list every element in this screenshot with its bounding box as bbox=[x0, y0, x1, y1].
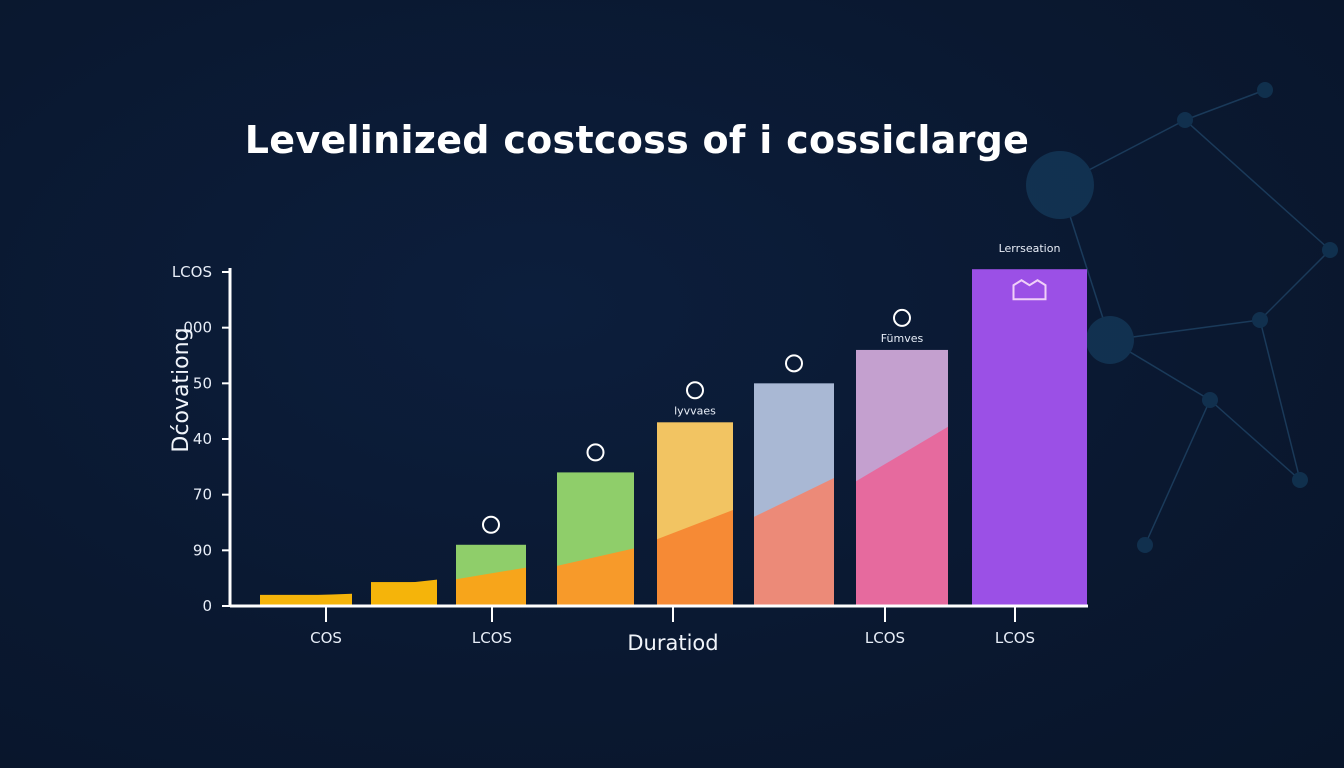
bar-lower-segment bbox=[557, 548, 634, 606]
x-tick-label: LCOS bbox=[472, 629, 512, 647]
bar-lower-segment bbox=[856, 426, 948, 606]
network-node bbox=[1257, 82, 1273, 98]
bar-top-slope bbox=[371, 579, 437, 606]
icon-shape bbox=[893, 308, 911, 327]
network-link bbox=[1259, 249, 1331, 321]
network-link bbox=[1144, 399, 1211, 546]
icon-shape bbox=[586, 443, 605, 462]
magnifier-icon bbox=[686, 381, 704, 400]
network-node bbox=[1086, 316, 1134, 364]
building-icon bbox=[1012, 279, 1047, 301]
gear-icon bbox=[893, 308, 911, 327]
bar bbox=[972, 269, 1087, 606]
globe-icon bbox=[482, 515, 500, 534]
network-link bbox=[1184, 89, 1266, 121]
y-tick-label: LCOS bbox=[172, 263, 212, 281]
network-node bbox=[1137, 537, 1153, 553]
icon-shape bbox=[482, 515, 500, 534]
bar-annotation: lyvvaes bbox=[674, 404, 716, 417]
network-link bbox=[1184, 119, 1331, 251]
antenna-icon bbox=[785, 354, 803, 373]
y-tick-label: 50 bbox=[193, 374, 212, 392]
x-tick-label: LCOS bbox=[995, 629, 1035, 647]
y-tick-label: 0 bbox=[202, 597, 212, 615]
chart-title: Levelinized costcoss of i cossiclarge bbox=[244, 118, 1030, 162]
network-node bbox=[1202, 392, 1218, 408]
building-shape bbox=[1012, 279, 1047, 301]
y-axis-label: Dćovationg bbox=[169, 327, 194, 452]
x-axis-label: Duratiod bbox=[627, 631, 718, 655]
bar-lower-segment bbox=[754, 477, 834, 606]
network-link bbox=[1109, 319, 1261, 341]
bar-annotation: Lerrseation bbox=[999, 242, 1061, 255]
y-tick-label: 000 bbox=[183, 319, 212, 337]
network-link bbox=[1059, 184, 1111, 341]
network-node bbox=[1177, 112, 1193, 128]
network-node bbox=[1322, 242, 1338, 258]
y-tick-label: 90 bbox=[193, 541, 212, 559]
bar-annotation: Fümves bbox=[881, 332, 924, 345]
icon-shape bbox=[686, 381, 704, 400]
x-tick-label: COS bbox=[310, 629, 342, 647]
y-tick-label: 40 bbox=[193, 430, 212, 448]
icon-shape bbox=[785, 354, 803, 373]
network-link bbox=[1109, 339, 1211, 401]
y-tick-label: 70 bbox=[193, 486, 212, 504]
network-node bbox=[1252, 312, 1268, 328]
network-link bbox=[1209, 399, 1301, 481]
pen-icon bbox=[586, 443, 605, 462]
network-decoration bbox=[1026, 82, 1338, 553]
x-tick-label: LCOS bbox=[865, 629, 905, 647]
bar-top-slope bbox=[260, 593, 352, 606]
network-link bbox=[1259, 319, 1301, 481]
network-node bbox=[1292, 472, 1308, 488]
bar-lower-segment bbox=[657, 509, 733, 606]
bar-lower-segment bbox=[456, 567, 526, 606]
network-node bbox=[1026, 151, 1094, 219]
network-link bbox=[1059, 119, 1186, 186]
